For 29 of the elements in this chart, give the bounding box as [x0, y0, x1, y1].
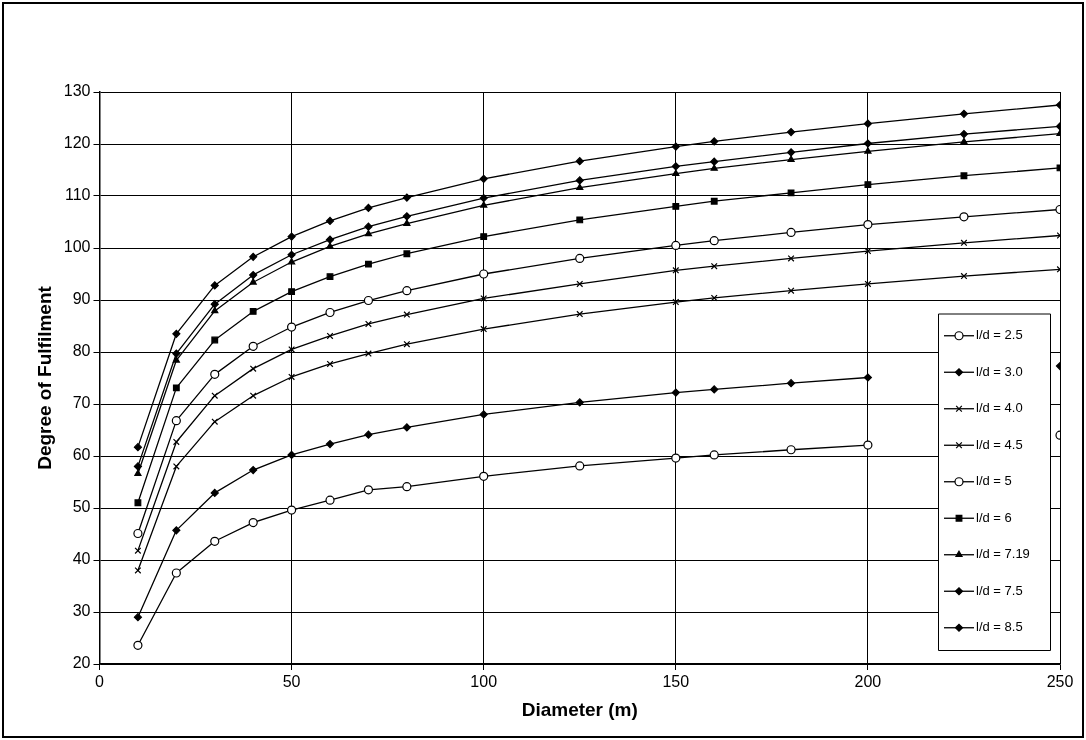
legend-label: l/d = 7.5	[976, 582, 1023, 598]
y-tick-label: 70	[72, 394, 91, 412]
y-tick-label: 40	[72, 550, 91, 568]
y-tick-label: 60	[72, 446, 91, 464]
legend-label: l/d = 3.0	[976, 363, 1023, 379]
x-tick-label: 200	[854, 673, 882, 691]
legend-label: l/d = 2.5	[976, 327, 1023, 343]
legend-label: l/d = 4.0	[976, 400, 1023, 416]
legend-label: l/d = 6	[976, 509, 1012, 525]
x-tick-label: 250	[1046, 673, 1074, 691]
x-tick-label: 0	[95, 673, 105, 691]
y-tick-label: 90	[72, 290, 91, 308]
y-tick-label: 50	[72, 498, 91, 516]
y-tick-label: 120	[63, 134, 91, 152]
x-tick-label: 100	[470, 673, 498, 691]
x-tick-label: 150	[662, 673, 690, 691]
y-tick-label: 30	[72, 602, 91, 620]
y-axis-title: Degree of Fulfilment	[33, 285, 55, 470]
y-tick-label: 110	[64, 186, 91, 204]
legend-label: l/d = 4.5	[976, 436, 1023, 452]
legend-label: l/d = 7.19	[976, 546, 1030, 562]
x-axis-title: Diameter (m)	[521, 698, 638, 720]
legend-label: l/d = 8.5	[976, 619, 1023, 635]
y-tick-label: 100	[63, 238, 91, 256]
y-tick-label: 130	[63, 82, 91, 100]
legend-label: l/d = 5	[976, 473, 1012, 489]
x-tick-label: 50	[282, 673, 301, 691]
y-tick-label: 80	[72, 342, 91, 360]
y-tick-label: 20	[72, 654, 91, 672]
